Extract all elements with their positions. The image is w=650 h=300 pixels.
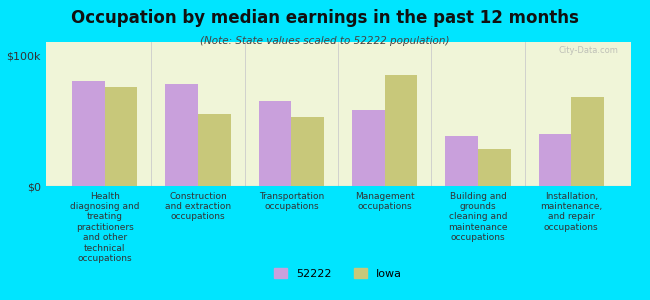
- Text: City-Data.com: City-Data.com: [559, 46, 619, 55]
- Bar: [571, 97, 604, 186]
- Bar: [165, 84, 198, 186]
- Text: Occupation by median earnings in the past 12 months: Occupation by median earnings in the pas…: [71, 9, 579, 27]
- Bar: [352, 110, 385, 186]
- Bar: [105, 86, 137, 186]
- Bar: [445, 136, 478, 186]
- Bar: [72, 81, 105, 186]
- Bar: [198, 114, 231, 186]
- Legend: 52222, Iowa: 52222, Iowa: [268, 262, 408, 284]
- Text: (Note: State values scaled to 52222 population): (Note: State values scaled to 52222 popu…: [200, 36, 450, 46]
- Bar: [385, 75, 417, 186]
- Bar: [539, 134, 571, 186]
- Bar: [291, 117, 324, 186]
- Bar: [478, 149, 511, 186]
- Bar: [259, 101, 291, 186]
